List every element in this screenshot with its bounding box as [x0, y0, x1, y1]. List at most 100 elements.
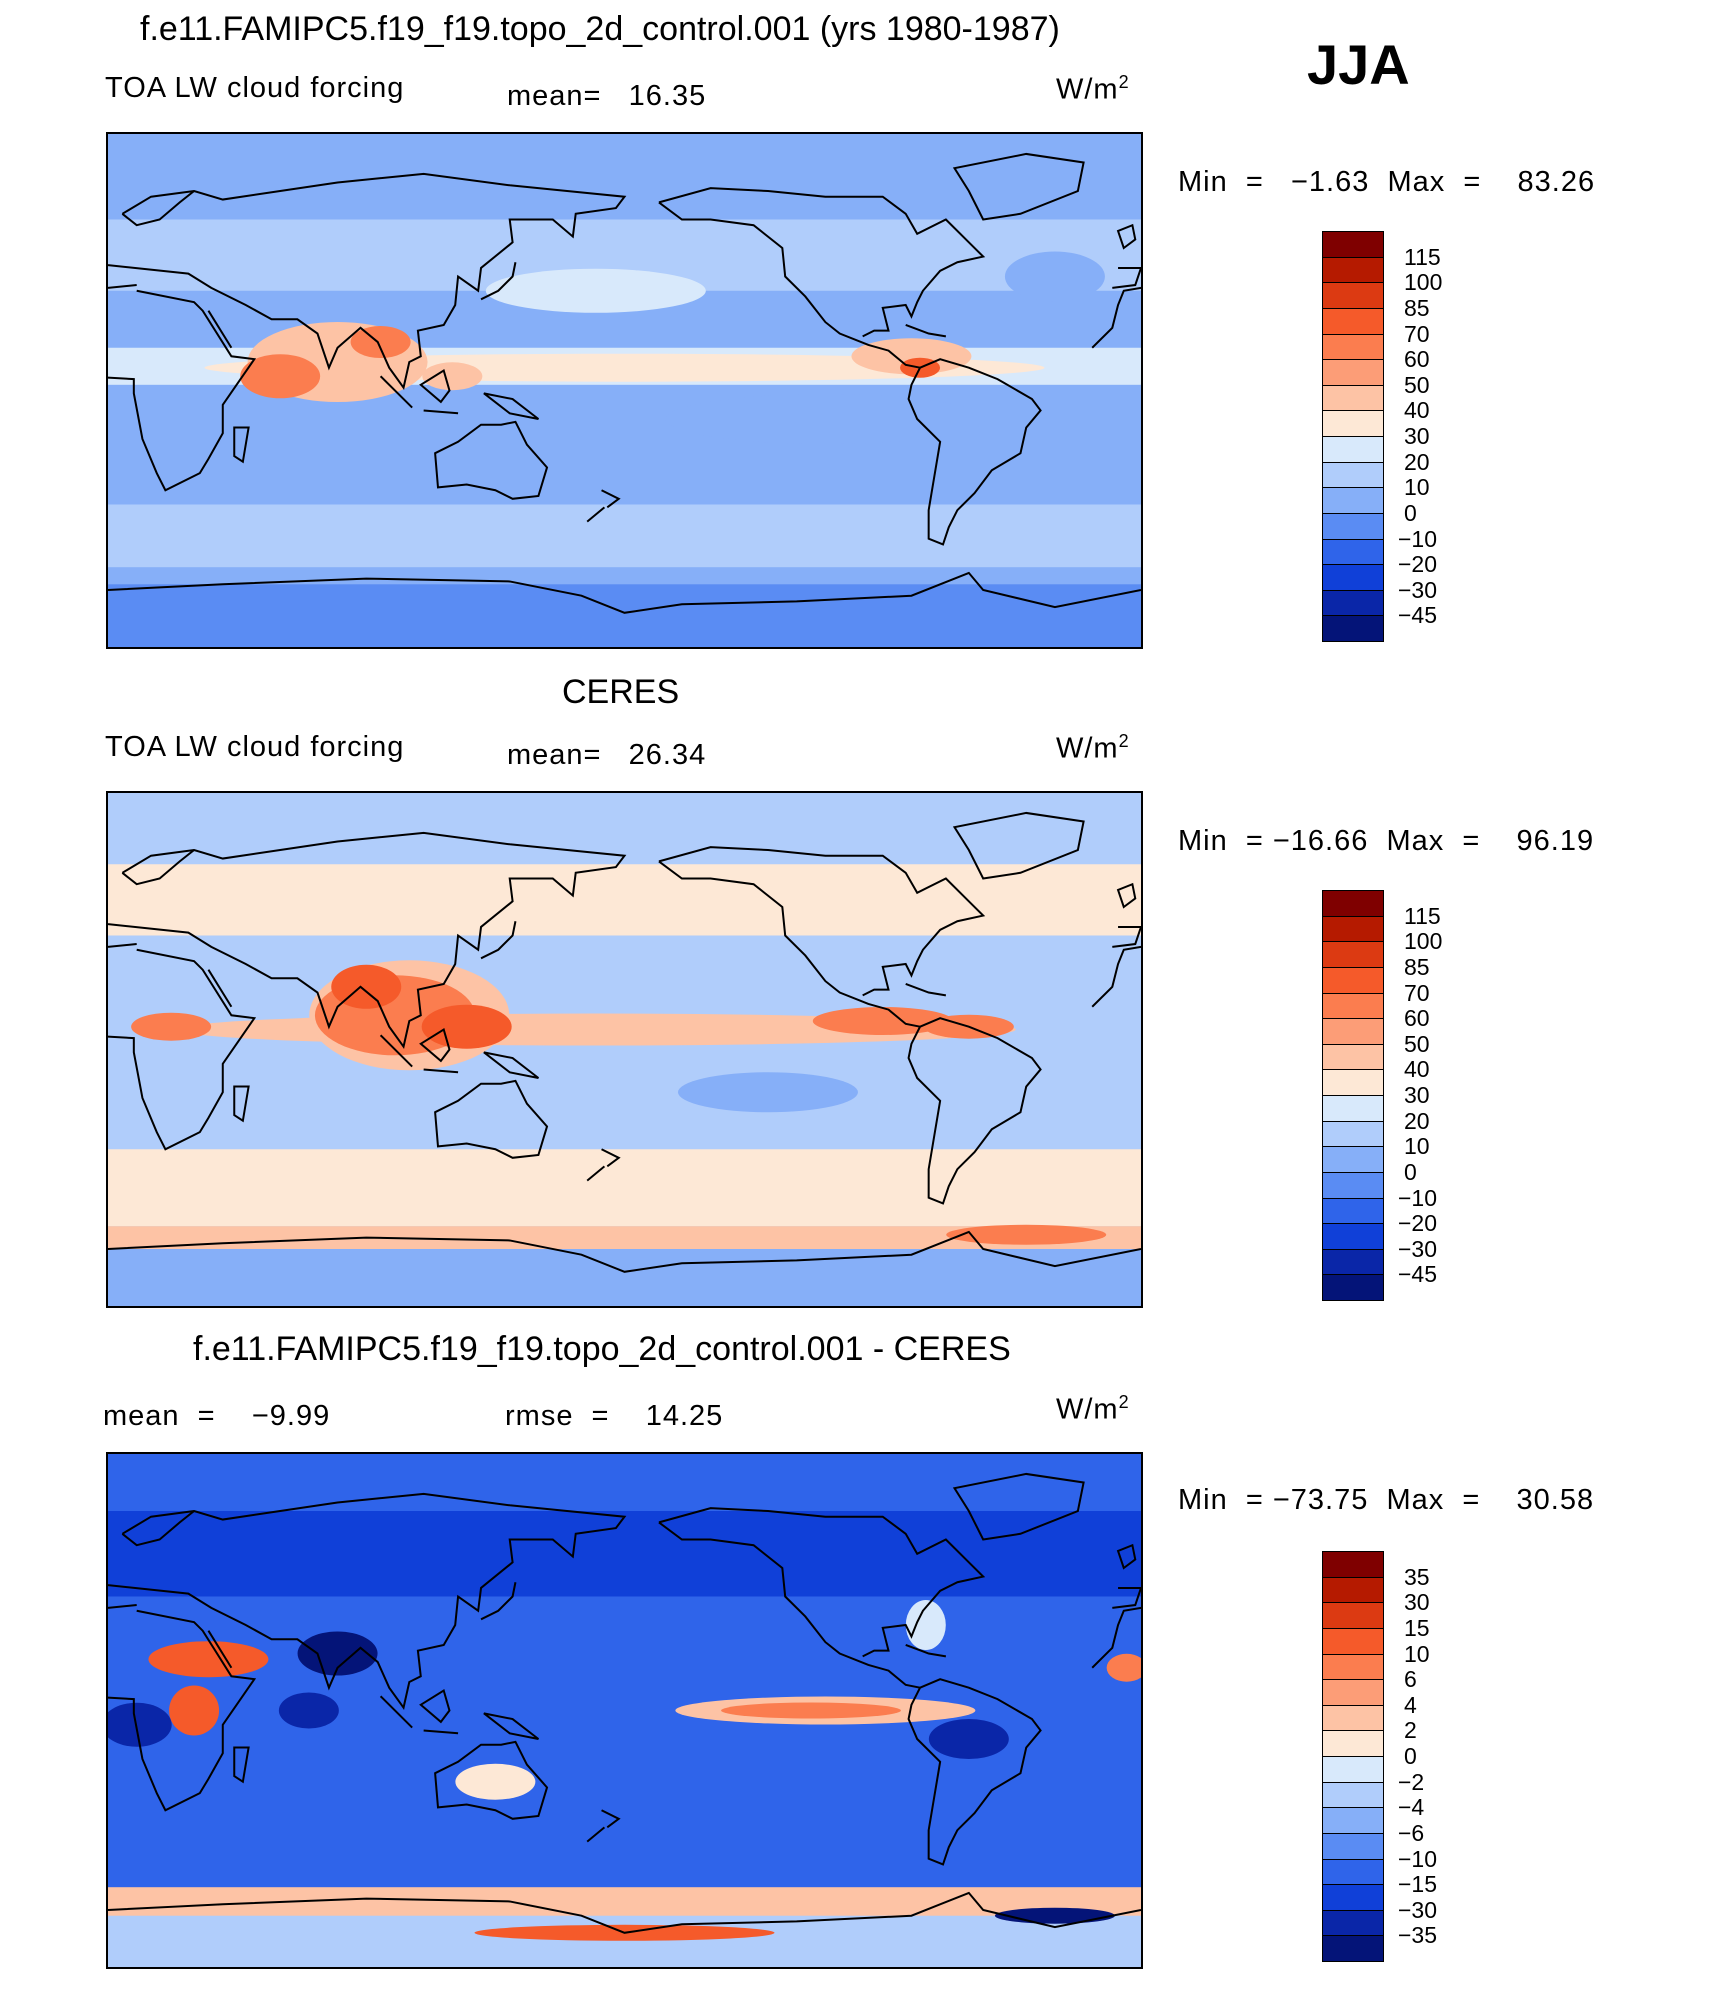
coastline	[480, 262, 517, 301]
colorbar-tick-label: 4	[1404, 1691, 1417, 1718]
field-blob	[1106, 1653, 1141, 1682]
panel1-minmax: Min = −1.63 Max = 83.26	[1178, 166, 1596, 198]
coastline	[658, 1507, 986, 1658]
colorbar-box	[1322, 333, 1384, 361]
coastline	[952, 811, 1085, 880]
colorbar-tick-label: 115	[1404, 243, 1441, 270]
coastline	[658, 201, 921, 369]
field-band	[108, 1454, 1141, 1511]
colorbar-box	[1322, 564, 1384, 591]
colorbar-box	[1322, 966, 1384, 994]
colorbar-box	[1322, 538, 1384, 566]
colorbar-tick-label: 2	[1404, 1717, 1417, 1744]
coastline	[379, 369, 540, 420]
colorbar-tick-label: 0	[1404, 1743, 1417, 1769]
field-blob	[169, 1685, 220, 1736]
coastline	[1091, 286, 1141, 349]
colorbar-tick-label: 20	[1404, 1107, 1430, 1134]
field-band	[108, 504, 1141, 568]
colorbar-tick-label: 0	[1404, 499, 1417, 526]
colorbar-box	[1322, 1069, 1384, 1096]
colorbar-tick-label: −4	[1398, 1794, 1425, 1821]
colorbar-tick-label: −2	[1398, 1768, 1425, 1795]
panel1-mean: mean= 16.35	[507, 80, 707, 112]
colorbar-tick-label: −20	[1398, 1210, 1438, 1237]
coastline	[905, 1644, 947, 1658]
coastline	[207, 310, 233, 349]
colorbar-tick-label: 85	[1404, 953, 1430, 980]
panel2-title: CERES	[562, 673, 680, 711]
colorbar-box	[1322, 1171, 1384, 1199]
coastline	[586, 489, 621, 523]
coastline	[658, 860, 921, 1028]
colorbar-box	[1322, 1120, 1384, 1148]
coastline	[905, 983, 947, 997]
coastline	[434, 420, 549, 500]
colorbar-tick-label: 6	[1404, 1666, 1417, 1693]
colorbar-tick-label: 35	[1404, 1563, 1430, 1590]
colorbar-box	[1322, 915, 1384, 943]
colorbar-tick-label: 85	[1404, 294, 1430, 321]
colorbar-tick-label: 30	[1404, 1589, 1430, 1616]
coastline	[108, 1492, 627, 1711]
coastline	[1116, 1543, 1137, 1570]
panel2-mean: mean= 26.34	[507, 739, 707, 771]
field-blob	[297, 1631, 378, 1676]
coastline	[207, 969, 233, 1008]
colorbar-box	[1322, 410, 1384, 437]
colorbar-tick-label: −10	[1398, 525, 1438, 552]
colorbar-box	[1322, 384, 1384, 412]
colorbar-box	[1322, 461, 1384, 489]
colorbar-box	[1322, 1884, 1384, 1911]
colorbar-tick-label: −6	[1398, 1819, 1425, 1846]
field-blob	[1004, 251, 1105, 302]
colorbar-box	[1322, 1756, 1384, 1783]
coastline	[905, 324, 947, 338]
field-blob	[148, 1641, 269, 1678]
panel3-colorbar: 35 30 15 10 6 4 2 0 −2 −4 −6 −10 −15 −30 −35	[1322, 1551, 1437, 1962]
coastline	[108, 289, 257, 492]
contour-map	[108, 793, 1141, 1306]
colorbar-box	[1322, 941, 1384, 968]
colorbar-box	[1322, 282, 1384, 309]
panel1-units: W/m2	[1056, 72, 1130, 106]
colorbar-tick-label: −30	[1398, 576, 1438, 603]
colorbar-box	[1322, 307, 1384, 335]
colorbar-tick-label: 60	[1404, 1005, 1430, 1032]
colorbar-box	[1322, 890, 1384, 917]
colorbar-tick-label: 10	[1404, 474, 1430, 501]
coastline	[108, 1604, 137, 1609]
field-band	[108, 134, 1141, 206]
field-blob	[905, 1600, 946, 1650]
panel2-minmax: Min = −16.66 Max = 96.19	[1178, 825, 1595, 857]
panel3-units: W/m2	[1056, 1392, 1130, 1426]
colorbar-box	[1322, 1832, 1384, 1860]
colorbar-tick-label: −15	[1398, 1871, 1438, 1898]
panel2-units: W/m2	[1056, 731, 1130, 765]
field-blob	[278, 1692, 339, 1729]
colorbar-tick-label: 70	[1404, 320, 1430, 347]
colorbar-box	[1322, 1730, 1384, 1757]
panel3-mean: mean = −9.99	[103, 1400, 331, 1432]
coastline	[434, 1079, 549, 1159]
coastline	[233, 426, 250, 464]
colorbar-tick-label: 115	[1404, 902, 1441, 929]
coastline	[1112, 266, 1141, 289]
field-blob	[946, 1224, 1107, 1245]
coastline	[108, 1609, 257, 1812]
colorbar-box	[1322, 1909, 1384, 1937]
season-label: JJA	[1307, 33, 1410, 96]
coastline	[658, 846, 986, 997]
coastline	[907, 1017, 1042, 1205]
coastline	[233, 1085, 250, 1123]
coastline	[121, 849, 195, 886]
coastline	[108, 1891, 1141, 1934]
panel1-title: f.e11.FAMIPC5.f19_f19.topo_2d_control.00…	[140, 10, 1060, 48]
coastline	[108, 571, 1141, 614]
field-blob	[721, 1702, 902, 1719]
colorbar-box	[1322, 1146, 1384, 1173]
field-blob	[455, 1763, 536, 1800]
colorbar-tick-label: 15	[1404, 1614, 1430, 1641]
coastline	[952, 1472, 1085, 1541]
colorbar-tick-label: 10	[1404, 1133, 1430, 1160]
